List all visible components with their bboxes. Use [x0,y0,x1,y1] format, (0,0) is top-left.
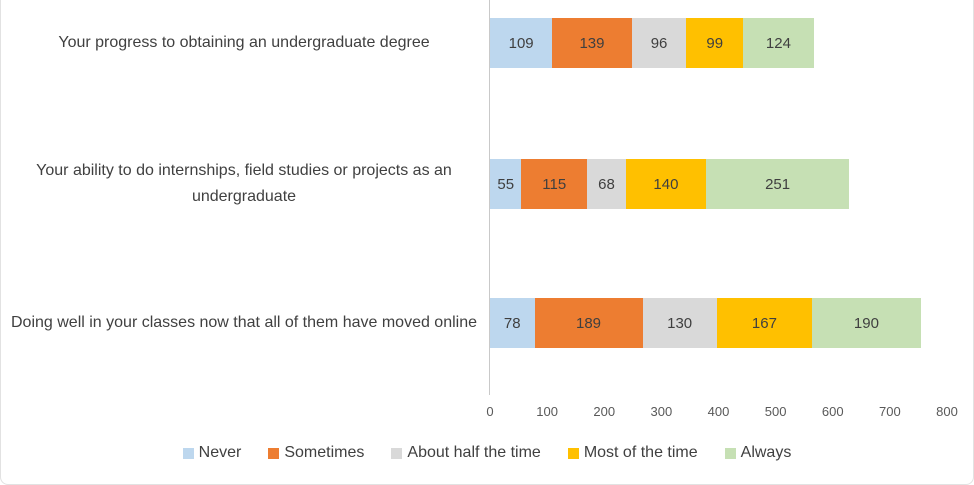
bar-segment: 124 [743,18,814,68]
bar-segment: 130 [642,298,717,348]
bar-segment: 99 [686,18,744,68]
x-tick-label: 700 [879,404,901,419]
bar-segment: 140 [625,159,706,209]
legend-label: Most of the time [583,444,698,461]
bar-segment-label: 99 [706,34,724,52]
legend-item: Most of the time [567,444,698,462]
bar-segment: 96 [631,18,687,68]
bar-row: 55 115 68 140 251 [490,159,850,209]
x-tick-label: 200 [593,404,616,419]
legend-swatch [268,447,280,459]
category-label: Your ability to do internships, field st… [36,162,452,205]
bar-segment: 251 [705,159,850,209]
legend-label: Always [740,444,792,461]
category-label: Doing well in your classes now that all … [10,314,478,331]
bar-segment: 167 [716,298,813,348]
bar-segment: 190 [812,298,921,348]
legend-item: Always [724,444,792,462]
bar-segment-label: 124 [765,34,791,52]
bar-segment: 78 [490,298,535,348]
bar-segment-label: 189 [576,314,602,332]
bar-row: 109 139 96 99 124 [490,18,814,68]
x-tick-label: 400 [707,404,730,419]
bar-segment: 189 [534,298,643,348]
bar-segment: 109 [490,18,553,68]
legend-label: Never [198,444,242,461]
x-tick-label: 300 [650,404,673,419]
legend-label: Sometimes [284,444,365,461]
legend-swatch [182,447,194,459]
bar-row: 78 189 130 167 190 [490,298,921,348]
bar-segment-label: 115 [542,175,567,193]
category-label: Your progress to obtaining an undergradu… [58,34,430,51]
bar-segment-label: 96 [650,34,668,52]
x-tick-label: 500 [764,404,787,419]
bar-segment-label: 139 [579,34,605,52]
bar-segment-label: 109 [508,34,534,52]
bar-segment-label: 55 [497,175,515,193]
bar-segment: 115 [521,159,588,209]
bar-segment: 55 [490,159,522,209]
bar-segment-label: 167 [751,314,777,332]
legend-swatch [391,447,403,459]
x-tick-label: 0 [486,404,494,419]
x-tick-label: 800 [936,404,958,419]
legend-item: Never [182,444,242,462]
bar-segment-label: 190 [853,314,879,332]
legend: Never Sometimes About half the time Most of… [1,444,973,462]
bar-segment: 139 [552,18,632,68]
legend-label: About half the time [407,444,541,461]
x-tick-label: 100 [536,404,558,419]
legend-swatch [724,447,736,459]
x-tick-label: 600 [821,404,844,419]
bar-segment-label: 130 [667,314,693,332]
bar-segment-label: 251 [765,175,791,193]
bar-segment: 68 [587,159,626,209]
y-axis-line [489,0,490,395]
legend-item: Sometimes [268,444,364,462]
bar-segment-label: 78 [503,314,521,332]
bar-segment-label: 68 [598,175,615,193]
bar-segment-label: 140 [653,175,679,193]
legend-swatch [567,447,579,459]
legend-item: About half the time [391,444,541,462]
